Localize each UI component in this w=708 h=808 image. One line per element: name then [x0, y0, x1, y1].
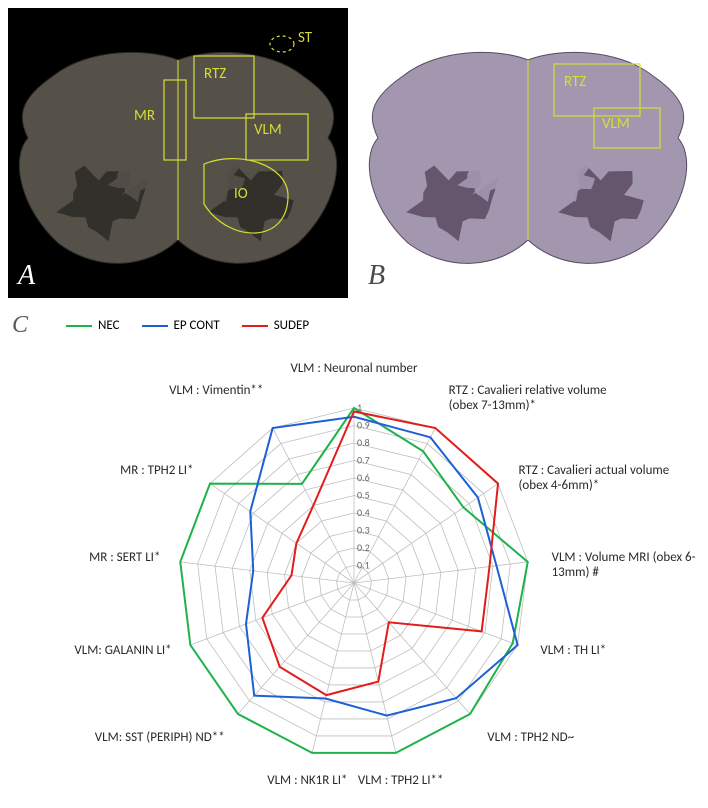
- legend-label: EP CONT: [174, 318, 220, 333]
- radar-axis-label: VLM : Neuronal number: [284, 362, 424, 377]
- legend-label: SUDEP: [274, 318, 309, 333]
- radar-chart: 0.10.20.30.40.50.60.70.80.91 VLM : Neuro…: [0, 343, 708, 808]
- legend-label: NEC: [98, 318, 120, 333]
- panel-c-label: C: [12, 312, 28, 339]
- radar-axis-label: RTZ : Cavalieri relative volume(obex 7-1…: [449, 384, 607, 414]
- legend-swatch: [242, 325, 268, 327]
- radar-axis-label: RTZ : Cavalieri actual volume(obex 4-6mm…: [518, 464, 669, 494]
- radar-tick: 0.5: [357, 489, 370, 502]
- panel-b: RTZ VLM B: [358, 8, 698, 298]
- annotation-label-vlm: VLM: [602, 115, 630, 133]
- radar-series-sudep: [262, 412, 498, 696]
- radar-tick: 0.2: [357, 541, 370, 554]
- annotation-label-mr: MR: [134, 107, 155, 125]
- legend: C NEC EP CONT SUDEP: [0, 306, 708, 343]
- legend-item-nec: NEC: [66, 318, 120, 333]
- radar-axis-label: MR : SERT LI*: [0, 551, 160, 566]
- legend-swatch: [142, 325, 168, 327]
- radar-tick: 0.8: [357, 436, 370, 449]
- annotation-label-st: ST: [298, 29, 313, 47]
- legend-item-sudep: SUDEP: [242, 318, 309, 333]
- radar-axis-label: VLM : TPH2 ND~: [487, 731, 574, 746]
- annotation-label-vlm: VLM: [254, 121, 282, 139]
- radar-axis-label: VLM: SST (PERIPH) ND**: [60, 731, 225, 746]
- panel-a: ST RTZ MR VLM IO A: [8, 8, 348, 298]
- panel-a-tissue: ST RTZ MR VLM IO: [8, 8, 348, 298]
- panel-a-label: A: [18, 260, 35, 292]
- radar-tick: 0.3: [357, 524, 370, 537]
- legend-swatch: [66, 325, 92, 327]
- radar-axis-label: VLM : NK1R LI*: [237, 774, 377, 789]
- annotation-st: [270, 36, 294, 52]
- radar-axis-label: VLM : TH LI*: [540, 644, 606, 659]
- radar-axis-label: VLM : Vimentin**: [98, 384, 263, 399]
- radar-tick: 0.4: [357, 506, 370, 519]
- radar-tick: 0.1: [357, 559, 370, 572]
- radar-axis-label: VLM: GALANIN LI*: [7, 644, 172, 659]
- radar-tick: 0.6: [357, 471, 370, 484]
- annotation-label-rtz: RTZ: [204, 65, 226, 83]
- panel-b-label: B: [368, 260, 385, 292]
- radar-axis-label: MR : TPH2 LI*: [29, 464, 194, 479]
- annotation-label-rtz: RTZ: [564, 73, 586, 91]
- panel-b-tissue: RTZ VLM: [358, 8, 698, 298]
- annotation-label-io: IO: [234, 185, 248, 203]
- legend-item-ep-cont: EP CONT: [142, 318, 220, 333]
- radar-tick: 0.7: [357, 454, 370, 467]
- radar-axis-label: VLM : Volume MRI (obex 6-13mm) #: [552, 551, 696, 581]
